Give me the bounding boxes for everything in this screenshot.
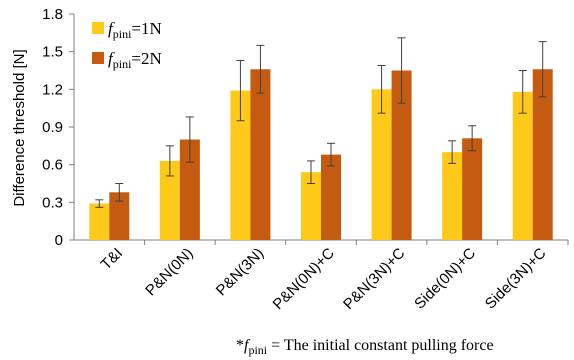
bar-1 <box>89 203 110 240</box>
bar-1 <box>159 160 180 240</box>
legend: fpini=1N fpini=2N <box>92 19 162 71</box>
bar-1 <box>442 152 463 240</box>
bar-1 <box>512 91 533 240</box>
bar-2 <box>179 139 200 240</box>
bar-2 <box>250 69 271 240</box>
legend-swatch-2 <box>92 52 104 64</box>
category-label: Side(3N)+C <box>482 245 550 313</box>
y-tick-label: 1.2 <box>42 81 63 98</box>
y-axis-title: Difference threshold [N] <box>11 49 28 206</box>
plot-area: 00.30.60.91.21.51.8T&I P&N(0N) P&N(3N) P&N(… <box>42 6 569 313</box>
legend-entry-2: fpini=2N <box>108 49 162 71</box>
y-tick-label: 1.5 <box>42 44 63 61</box>
legend-swatch-1 <box>92 22 104 34</box>
y-tick-label: 0.3 <box>42 194 63 211</box>
bar-2 <box>532 69 553 240</box>
category-label: P&N(3N)+C <box>340 245 408 313</box>
bar-1 <box>301 172 321 240</box>
y-tick-label: 1.8 <box>42 6 63 23</box>
y-tick-label: 0.9 <box>42 119 63 136</box>
category-label: Side(0N)+C <box>411 245 479 313</box>
y-tick-label: 0.6 <box>42 157 63 174</box>
legend-entry-1: fpini=1N <box>108 19 162 41</box>
category-label: T&I <box>98 245 127 274</box>
bar-2 <box>462 138 483 240</box>
footnote-text: *fpini = The initial constant pulling fo… <box>236 337 494 357</box>
category-label: P&N(0N)+C <box>270 245 338 313</box>
category-label: P&N(3N) <box>213 245 267 299</box>
category-label: P&N(0N) <box>142 245 196 299</box>
footnote: *fpini = The initial constant pulling fo… <box>236 337 494 357</box>
y-tick-label: 0 <box>55 232 63 249</box>
bar-2 <box>321 154 341 240</box>
bar-2 <box>109 192 130 240</box>
bar-1 <box>230 90 251 240</box>
bar-1 <box>371 89 392 240</box>
bar-2 <box>391 70 412 240</box>
